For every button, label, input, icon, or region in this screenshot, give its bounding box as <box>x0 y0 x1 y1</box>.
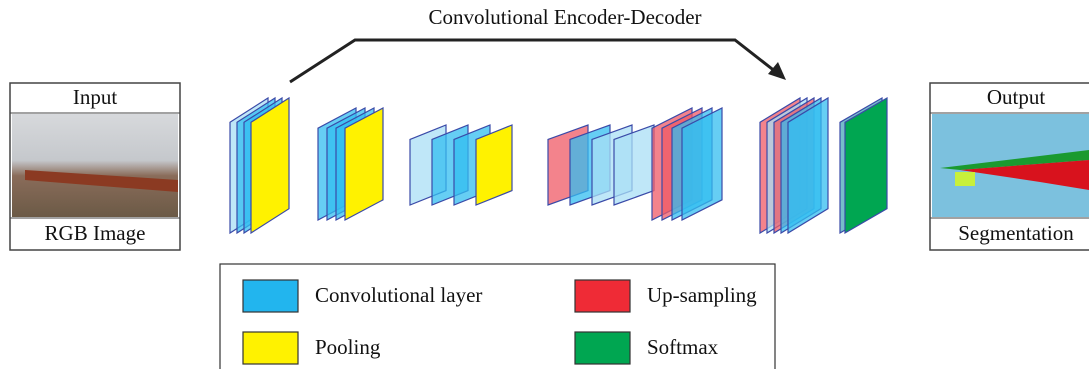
input-caption: RGB Image <box>45 221 146 245</box>
output-header: Output <box>987 85 1046 109</box>
legend-swatch <box>575 280 630 312</box>
input-header: Input <box>73 85 117 109</box>
legend-swatch <box>243 332 298 364</box>
input-panel: Input RGB Image <box>10 83 180 250</box>
legend-swatch <box>575 332 630 364</box>
seg-lime <box>955 172 975 186</box>
layer-slab <box>845 98 887 233</box>
legend-label: Convolutional layer <box>315 283 482 307</box>
legend-label: Pooling <box>315 335 381 359</box>
legend-label: Up-sampling <box>647 283 757 307</box>
title: Convolutional Encoder-Decoder <box>428 5 701 29</box>
layer-slab <box>682 108 722 220</box>
output-caption: Segmentation <box>958 221 1074 245</box>
skip-arrow <box>290 40 776 82</box>
input-image <box>12 114 178 217</box>
layer-slab <box>251 98 289 233</box>
layer-slab <box>788 98 828 233</box>
page: Convolutional Encoder-Decoder Input RGB … <box>0 0 1089 369</box>
arrow-head <box>768 62 786 80</box>
diagram: Convolutional Encoder-Decoder Input RGB … <box>0 0 1089 369</box>
output-panel: Output Segmentation <box>930 83 1089 250</box>
layer-slab <box>476 125 512 205</box>
layer-slab <box>345 108 383 220</box>
layers <box>230 98 887 233</box>
legend-swatch <box>243 280 298 312</box>
layer-slab <box>614 125 654 205</box>
legend-label: Softmax <box>647 335 719 359</box>
